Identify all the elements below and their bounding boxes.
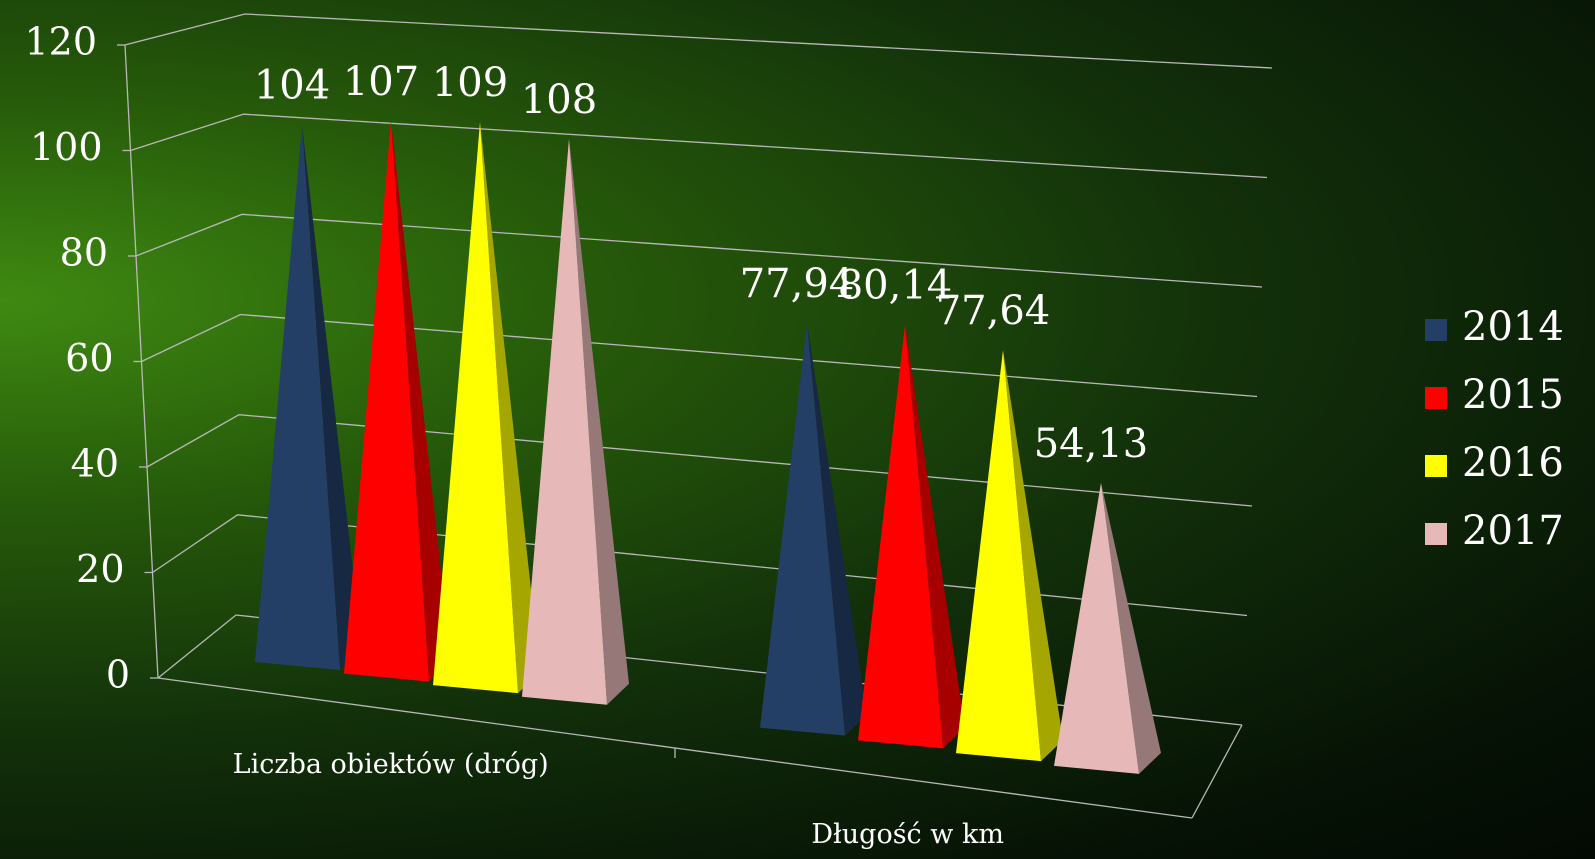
pyramid-front (1054, 482, 1139, 774)
pyramid (1054, 482, 1161, 774)
legend-swatch (1425, 455, 1447, 477)
pyramid (760, 323, 867, 736)
pyramid-side (302, 124, 362, 671)
legend-swatch (1425, 523, 1447, 545)
value-label: 104 (254, 63, 330, 109)
pyramid-side (905, 324, 965, 749)
legend-label: 2016 (1462, 440, 1564, 486)
pyramid-side (391, 120, 451, 682)
grid-line (135, 213, 1263, 288)
pyramid (522, 138, 629, 705)
pyramid-front (255, 124, 340, 671)
grid-line (141, 313, 1258, 398)
y-tick-label: 0 (106, 653, 130, 697)
pyramid-side (1101, 482, 1161, 774)
pyramid-front (760, 323, 845, 736)
grid-line (130, 113, 1268, 179)
value-label: 77,94 (740, 261, 855, 307)
pyramid (433, 122, 540, 694)
y-tick-label: 20 (76, 547, 124, 591)
floor-edge (1191, 724, 1243, 819)
grid-line (124, 13, 1273, 69)
y-tick-label: 40 (71, 442, 119, 486)
pyramid-side (569, 138, 629, 705)
pyramid (344, 120, 451, 682)
value-label: 107 (343, 59, 419, 105)
legend-label: 2015 (1462, 372, 1564, 418)
pyramid-front (522, 138, 607, 705)
value-label: 108 (521, 77, 597, 123)
pyramid (255, 124, 362, 671)
legend-label: 2014 (1462, 304, 1564, 350)
pyramid-side (1003, 350, 1063, 762)
pyramid (956, 350, 1063, 762)
value-label: 77,64 (936, 288, 1051, 334)
pyramid (858, 324, 965, 749)
pyramid-front (433, 122, 518, 694)
y-tick-label: 100 (30, 125, 103, 169)
y-tick-label: 80 (60, 231, 108, 275)
pyramid-side (807, 323, 867, 736)
x-tick-label: Liczba obiektów (dróg) (233, 749, 549, 780)
pyramid-front (858, 324, 943, 749)
pyramid-front (344, 120, 429, 682)
y-axis (124, 44, 159, 679)
y-tick-label: 60 (65, 336, 113, 380)
legend-label: 2017 (1462, 508, 1564, 554)
legend-swatch (1425, 319, 1447, 341)
pyramid-side (480, 122, 540, 694)
value-label: 80,14 (838, 263, 953, 309)
value-label: 54,13 (1034, 421, 1149, 467)
pyramid-front (956, 350, 1041, 762)
y-tick-label: 120 (24, 20, 97, 64)
legend-swatch (1425, 387, 1447, 409)
x-tick-label: Długość w km (811, 819, 1004, 850)
value-label: 109 (432, 60, 508, 106)
